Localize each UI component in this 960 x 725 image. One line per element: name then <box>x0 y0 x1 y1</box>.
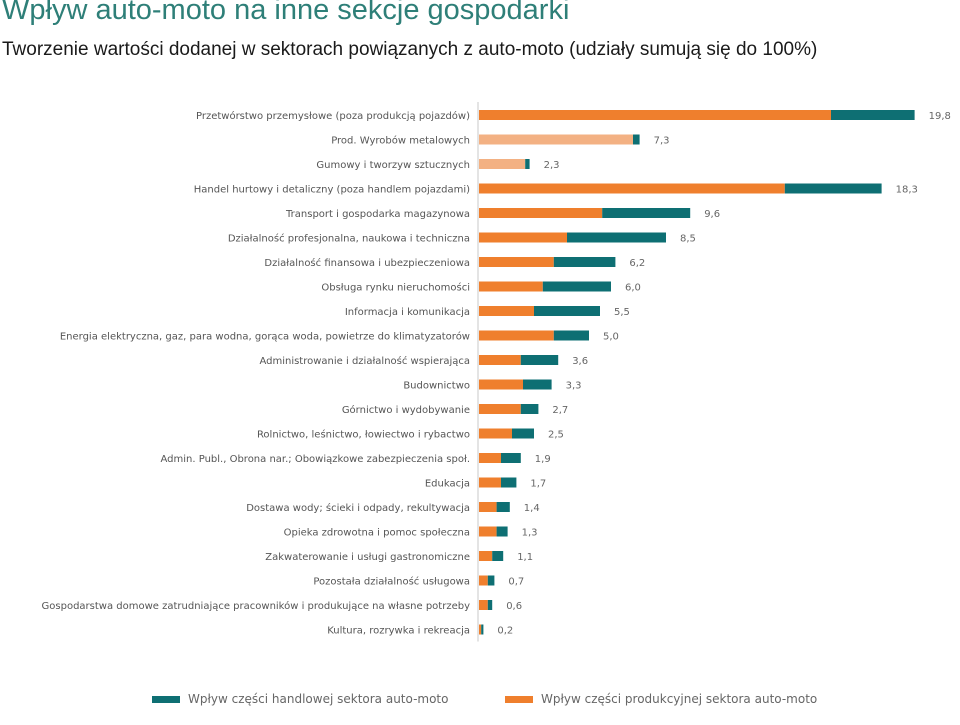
category-label: Budownictwo <box>403 381 470 392</box>
bar-trade <box>492 551 504 561</box>
category-label: Opieka zdrowotna i pomoc społeczna <box>284 528 470 539</box>
bar-trade <box>512 428 534 439</box>
category-label: Obsługa rynku nieruchomości <box>321 282 470 294</box>
category-label: Pozostała działalność usługowa <box>313 576 470 588</box>
bar-production <box>479 624 482 635</box>
total-value-label: 3,6 <box>572 356 588 367</box>
category-label: Edukacja <box>425 479 470 490</box>
category-label: Zakwaterowanie i usługi gastronomiczne <box>265 552 470 563</box>
bar-trade <box>553 257 616 267</box>
total-value-label: 1,7 <box>530 479 546 490</box>
bar-trade <box>481 624 484 635</box>
bar-production <box>479 281 543 292</box>
bar-production <box>479 183 785 194</box>
total-value-label: 0,2 <box>497 626 513 637</box>
bar-production <box>479 208 603 218</box>
total-value-label: 8,5 <box>680 234 696 245</box>
total-value-label: 1,1 <box>517 552 533 563</box>
bar-production <box>479 428 512 439</box>
bar-trade <box>501 453 521 463</box>
total-value-label: 3,3 <box>566 381 582 392</box>
total-value-label: 5,0 <box>603 332 619 343</box>
legend-item-trade: Wpływ części handlowej sektora auto-moto <box>152 690 448 708</box>
legend-label-trade: Wpływ części handlowej sektora auto-moto <box>188 692 449 706</box>
bar-trade <box>534 306 600 316</box>
category-label: Przetwórstwo przemysłowe (poza produkcją… <box>196 110 470 122</box>
stacked-bar-chart: Przetwórstwo przemysłowe (poza produkcją… <box>42 102 951 642</box>
total-value-label: 18,3 <box>896 185 918 196</box>
bar-production <box>479 551 493 561</box>
bar-production <box>479 257 554 267</box>
total-value-label: 2,3 <box>544 160 560 171</box>
bar-trade <box>553 330 589 341</box>
bar-trade <box>831 110 915 120</box>
category-label: Rolnictwo, leśnictwo, łowiectwo i rybact… <box>257 429 470 441</box>
bar-production <box>479 526 497 537</box>
total-value-label: 6,0 <box>625 283 641 294</box>
total-value-label: 9,6 <box>704 209 720 220</box>
bar-trade <box>633 134 640 145</box>
bar-production <box>479 134 633 145</box>
bar-production <box>479 330 554 341</box>
category-label: Gumowy i tworzyw sztucznych <box>316 160 470 171</box>
category-label: Górnictwo i wydobywanie <box>342 404 470 416</box>
bar-trade <box>784 183 882 194</box>
bar-trade <box>602 208 691 218</box>
legend-label-production: Wpływ części produkcyjnej sektora auto-m… <box>541 692 818 706</box>
category-label: Dostawa wody; ścieki i odpady, rekultywa… <box>246 502 470 514</box>
bar-production <box>479 232 567 243</box>
total-value-label: 2,5 <box>548 430 564 441</box>
legend-item-production: Wpływ części produkcyjnej sektora auto-m… <box>505 690 817 708</box>
bar-trade <box>496 502 510 512</box>
bar-trade <box>520 355 559 365</box>
total-value-label: 5,5 <box>614 307 630 318</box>
total-value-label: 6,2 <box>629 258 645 269</box>
total-value-label: 1,9 <box>535 454 551 465</box>
total-value-label: 0,7 <box>508 577 524 588</box>
total-value-label: 1,4 <box>524 503 540 514</box>
category-label: Działalność profesjonalna, naukowa i tec… <box>228 233 470 245</box>
bar-trade <box>542 281 611 292</box>
category-label: Transport i gospodarka magazynowa <box>285 209 470 220</box>
bar-trade <box>523 379 552 390</box>
total-value-label: 7,3 <box>654 136 670 147</box>
category-label: Gospodarstwa domowe zatrudniające pracow… <box>42 600 471 612</box>
category-label: Administrowanie i działalność wspierając… <box>259 355 470 367</box>
total-value-label: 0,6 <box>506 601 522 612</box>
bar-trade <box>501 477 517 488</box>
bar-production <box>479 379 523 390</box>
bar-trade <box>487 600 493 610</box>
bar-production <box>479 453 501 463</box>
total-value-label: 2,7 <box>552 405 568 416</box>
category-label: Działalność finansowa i ubezpieczeniowa <box>264 257 470 269</box>
bar-production <box>479 600 488 610</box>
page-title: Wpływ auto-moto na inne sekcje gospodark… <box>2 0 570 26</box>
legend-swatch-trade <box>152 695 180 703</box>
bar-trade <box>487 575 495 586</box>
bar-production <box>479 306 534 316</box>
legend-swatch-production <box>505 695 533 703</box>
category-label: Prod. Wyrobów metalowych <box>331 135 470 147</box>
bar-production <box>479 159 526 169</box>
bar-production <box>479 404 521 414</box>
category-label: Kultura, rozrywka i rekreacja <box>327 626 470 637</box>
bar-production <box>479 575 488 586</box>
category-label: Admin. Publ., Obrona nar.; Obowiązkowe z… <box>161 454 471 465</box>
bar-production <box>479 110 831 120</box>
page-subtitle: Tworzenie wartości dodanej w sektorach p… <box>2 39 818 60</box>
category-label: Handel hurtowy i detaliczny (poza handle… <box>194 185 470 196</box>
bar-production <box>479 477 501 488</box>
bar-production <box>479 355 521 365</box>
bar-trade <box>525 159 530 169</box>
total-value-label: 1,3 <box>522 528 538 539</box>
category-label: Informacja i komunikacja <box>345 307 470 318</box>
bar-trade <box>520 404 539 414</box>
category-label: Energia elektryczna, gaz, para wodna, go… <box>60 331 470 343</box>
bar-production <box>479 502 497 512</box>
bar-trade <box>496 526 508 537</box>
bar-trade <box>567 232 666 243</box>
total-value-label: 19,8 <box>929 111 951 122</box>
